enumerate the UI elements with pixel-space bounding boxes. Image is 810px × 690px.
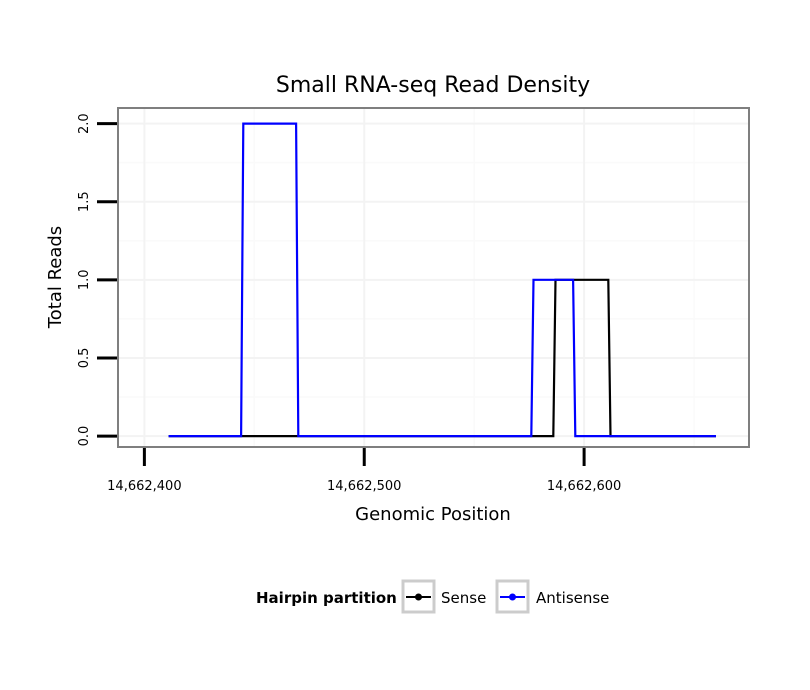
y-tick-label: 2.0 bbox=[77, 113, 92, 134]
series-layer bbox=[168, 122, 716, 438]
y-tick-label: 1.0 bbox=[77, 269, 92, 290]
series-line-antisense bbox=[168, 122, 716, 438]
legend-point-sense bbox=[415, 593, 422, 601]
plot-background bbox=[118, 108, 749, 447]
legend-label-sense: Sense bbox=[441, 589, 486, 607]
y-axis: 0.0 0.5 1.0 1.5 2.0 bbox=[77, 113, 117, 446]
y-tick-label: 0.0 bbox=[77, 426, 92, 447]
x-tick-label: 14,662,600 bbox=[547, 479, 621, 494]
legend-point-antisense bbox=[509, 593, 516, 601]
x-tick-label: 14,662,400 bbox=[107, 479, 181, 494]
y-tick-label: 1.5 bbox=[77, 191, 92, 212]
legend-label-antisense: Antisense bbox=[536, 589, 609, 607]
legend-item-antisense: Antisense bbox=[495, 579, 609, 614]
y-axis-title: Total Reads bbox=[45, 226, 66, 329]
plot-panel bbox=[117, 107, 750, 448]
chart-title: Small RNA-seq Read Density bbox=[276, 73, 590, 98]
legend-item-sense: Sense bbox=[401, 579, 486, 614]
legend: Hairpin partition Sense Antisense bbox=[256, 579, 609, 614]
x-axis: 14,662,400 14,662,500 14,662,600 bbox=[107, 448, 621, 494]
plot-border bbox=[117, 107, 750, 448]
legend-title: Hairpin partition bbox=[256, 589, 397, 607]
x-tick-label: 14,662,500 bbox=[327, 479, 401, 494]
grid-layer bbox=[118, 108, 749, 447]
y-tick-label: 0.5 bbox=[77, 348, 92, 369]
x-axis-title: Genomic Position bbox=[355, 504, 511, 525]
